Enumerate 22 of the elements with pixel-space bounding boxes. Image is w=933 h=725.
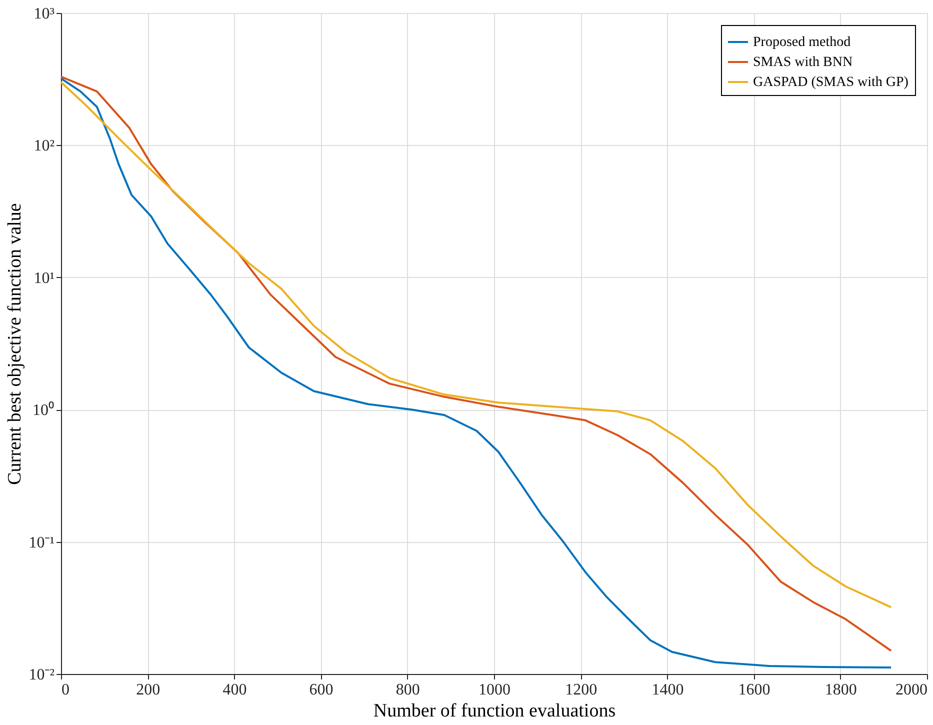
x-tick-label: 1600 — [738, 682, 770, 698]
x-tick-label: 200 — [136, 682, 160, 698]
x-tick-label: 600 — [309, 682, 334, 698]
legend-label: GASPAD (SMAS with GP) — [753, 75, 909, 90]
y-axis-title: Current best objective function value — [4, 203, 26, 485]
x-tick-label: 1000 — [478, 682, 510, 698]
x-tick-label: 400 — [222, 682, 247, 698]
y-tick-label: 10⁻¹ — [28, 534, 55, 552]
x-tick-label: 1400 — [652, 682, 684, 698]
y-tick-label: 10³ — [34, 6, 55, 22]
x-tick-label: 800 — [396, 682, 420, 698]
x-tick-label: 1200 — [565, 682, 598, 698]
x-tick-label: 0 — [62, 682, 70, 698]
legend-label: SMAS with BNN — [753, 55, 853, 70]
y-tick-label: 10⁰ — [32, 401, 54, 420]
y-tick-label: 10² — [34, 138, 55, 155]
x-tick-label: 1800 — [824, 682, 857, 698]
y-tick-label: 10¹ — [34, 270, 55, 287]
legend-label: Proposed method — [753, 35, 851, 50]
y-tick-label: 10⁻² — [28, 666, 55, 684]
x-axis-title: Number of function evaluations — [373, 700, 616, 722]
x-tick-label: 2000 — [896, 682, 928, 698]
